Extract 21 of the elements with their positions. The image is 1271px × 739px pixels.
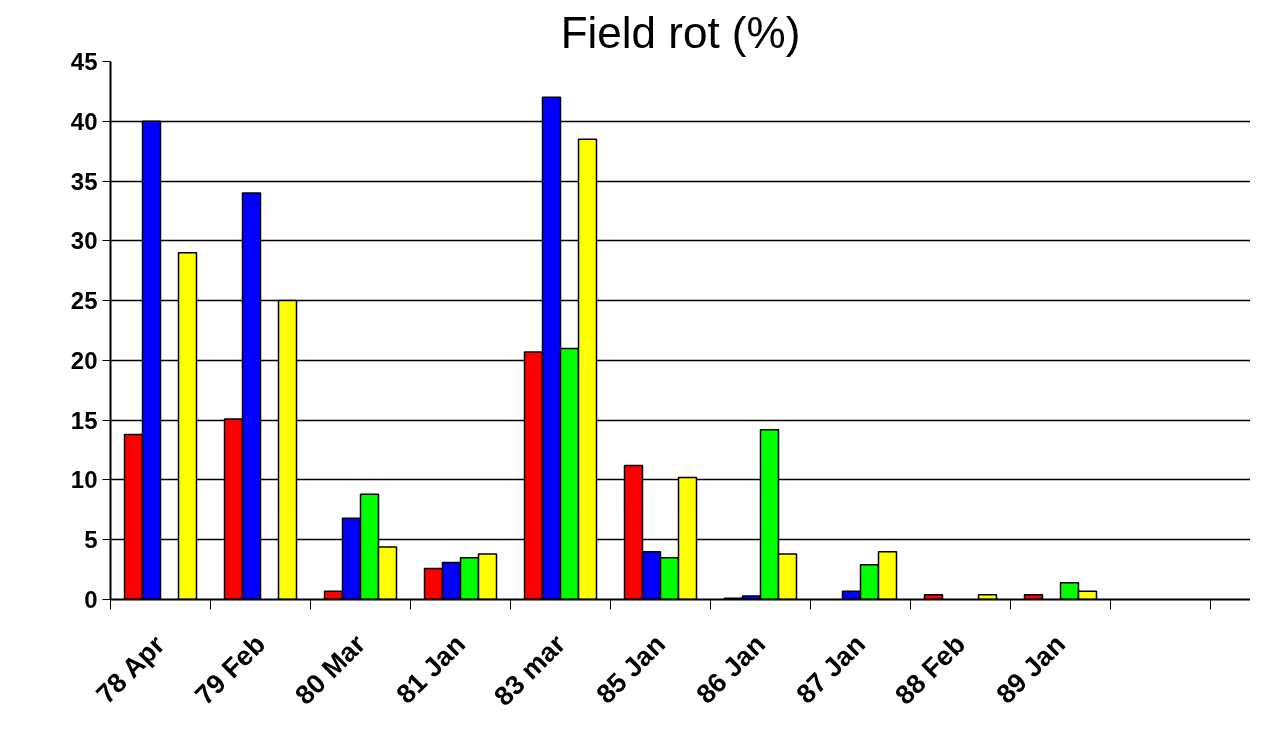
x-tick-label: 87 Jan (790, 628, 872, 710)
x-tick-label: 81 Jan (390, 628, 472, 710)
x-tick-label: 86 Jan (690, 628, 772, 710)
y-tick-label: 40 (70, 107, 98, 135)
y-tick-label: 25 (70, 287, 98, 315)
x-tick-label: 89 Jan (990, 628, 1072, 710)
y-tick-label: 30 (70, 227, 98, 255)
x-tick-label: 85 Jan (590, 628, 672, 710)
x-tick-label: 88 Feb (889, 628, 972, 711)
y-tick-label: 35 (70, 167, 98, 195)
y-tick-label: 0 (84, 586, 98, 613)
x-tick-label: 78 Apr (90, 629, 171, 710)
chart-title: Field rot (%) (560, 7, 801, 57)
y-tick-label: 45 (70, 48, 98, 75)
x-tick-label: 83 mar (488, 628, 572, 712)
y-tick-label: 10 (70, 466, 98, 494)
y-tick-label: 15 (70, 406, 98, 434)
x-tick-label: 79 Feb (189, 628, 272, 711)
x-tick-label: 80 Mar (289, 628, 372, 711)
y-tick-label: 20 (70, 346, 98, 374)
y-tick-label: 5 (84, 526, 98, 554)
